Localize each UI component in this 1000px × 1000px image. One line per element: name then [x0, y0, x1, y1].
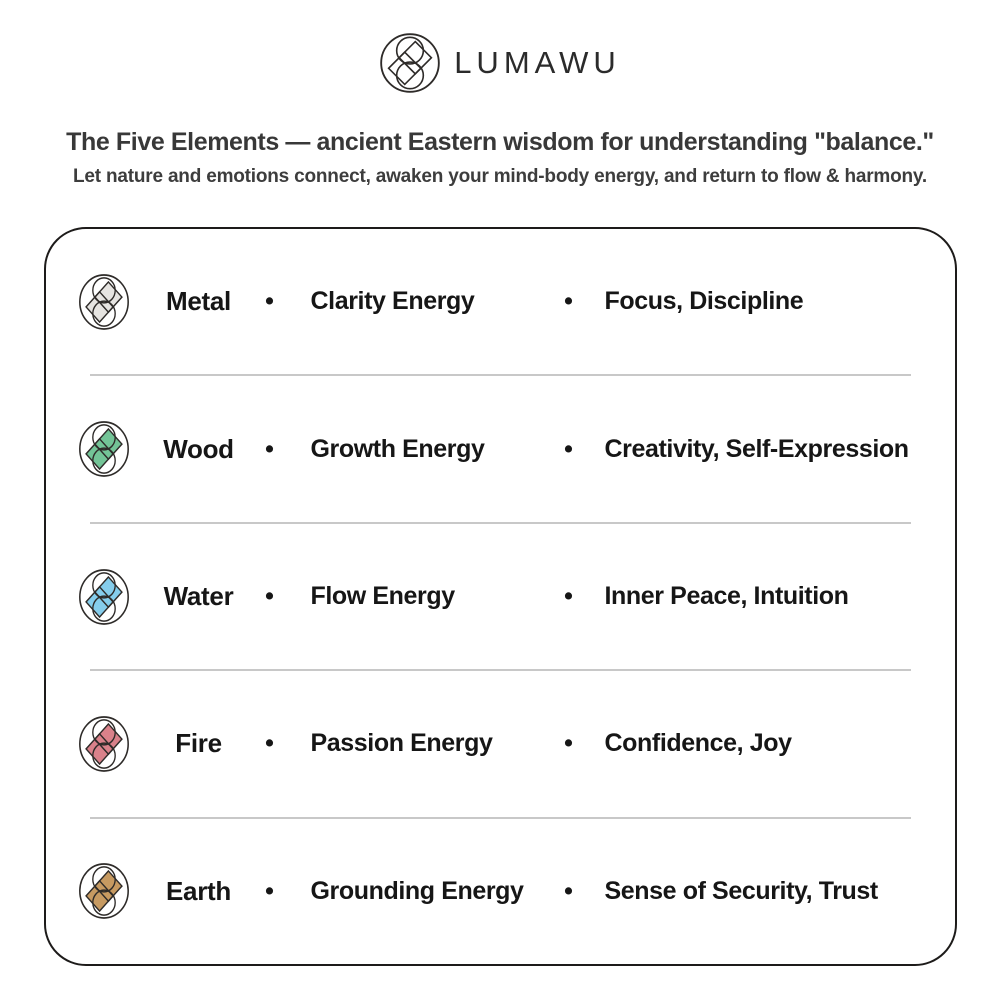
heading-block: The Five Elements — ancient Eastern wisd… [0, 128, 1000, 188]
element-energy: Passion Energy [310, 729, 493, 758]
row-divider [89, 374, 911, 377]
metal-element-icon [78, 273, 129, 330]
bullet-icon: • [265, 434, 274, 463]
element-name: Water [163, 581, 234, 612]
fire-element-icon [78, 716, 129, 772]
bullet-icon: • [564, 582, 573, 611]
element-energy: Grounding Energy [310, 876, 524, 905]
element-name: Wood [163, 433, 234, 464]
brand-name: LUMAWU [454, 45, 621, 80]
water-element-icon [78, 568, 129, 625]
element-row-water: Water • Flow Energy • Inner Peace, Intui… [46, 524, 955, 669]
row-divider [89, 669, 911, 672]
elements-card: Metal • Clarity Energy • Focus, Discipli… [43, 227, 957, 966]
element-energy: Growth Energy [310, 434, 485, 463]
element-name: Metal [166, 286, 231, 317]
element-traits: Sense of Security, Trust [604, 876, 879, 905]
element-row-earth: Earth • Grounding Energy • Sense of Secu… [46, 819, 955, 964]
element-row-fire: Fire • Passion Energy • Confidence, Joy [46, 671, 955, 816]
bullet-icon: • [265, 729, 274, 758]
element-energy: Flow Energy [310, 582, 456, 611]
element-traits: Inner Peace, Intuition [604, 582, 849, 611]
bullet-icon: • [564, 434, 573, 463]
element-traits: Focus, Discipline [604, 287, 804, 316]
element-row-wood: Wood • Growth Energy • Creativity, Self-… [46, 376, 955, 521]
brand-header: LUMAWU [0, 0, 1000, 96]
page-subtitle: Let nature and emotions connect, awaken … [73, 166, 927, 187]
element-traits: Creativity, Self-Expression [604, 434, 910, 463]
bullet-icon: • [265, 582, 274, 611]
lumawu-logo-icon [380, 33, 440, 93]
element-energy: Clarity Energy [310, 287, 475, 316]
element-name: Earth [166, 875, 231, 906]
element-row-metal: Metal • Clarity Energy • Focus, Discipli… [46, 229, 955, 374]
page-title: The Five Elements — ancient Eastern wisd… [66, 128, 934, 156]
row-divider [89, 521, 911, 524]
element-name: Fire [175, 728, 222, 759]
element-traits: Confidence, Joy [604, 729, 792, 758]
bullet-icon: • [564, 876, 573, 905]
earth-element-icon [78, 863, 129, 920]
row-divider [89, 816, 911, 819]
wood-element-icon [78, 421, 129, 477]
bullet-icon: • [564, 729, 573, 758]
bullet-icon: • [564, 287, 573, 316]
bullet-icon: • [265, 876, 274, 905]
bullet-icon: • [265, 287, 274, 316]
